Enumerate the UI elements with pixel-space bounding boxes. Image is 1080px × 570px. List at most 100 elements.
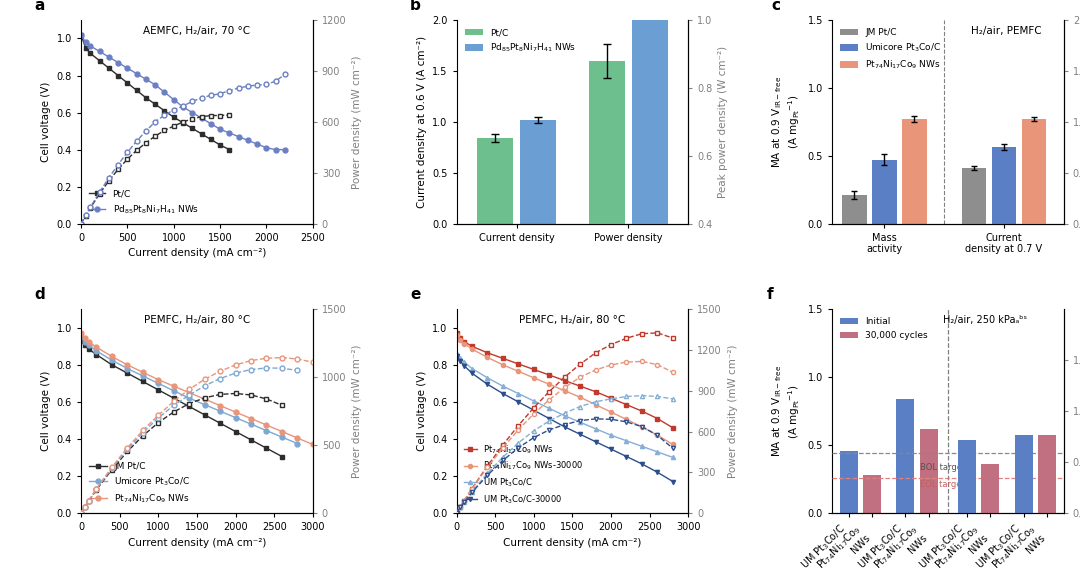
Bar <box>1038 434 1056 513</box>
Pt$_{74}$Ni$_{17}$Co$_9$ NWs <box>620 401 633 408</box>
Pd$_{85}$Pt$_8$Ni$_7$H$_{41}$ NWs <box>242 137 255 144</box>
Line: Pt$_{74}$Ni$_{17}$Co$_9$ NWs-30000: Pt$_{74}$Ni$_{17}$Co$_9$ NWs-30000 <box>455 333 675 446</box>
Legend: Initial, 30,000 cycles: Initial, 30,000 cycles <box>837 314 932 344</box>
UM Pt$_3$Co/C-30000 <box>458 363 471 369</box>
Bar <box>632 0 667 360</box>
Pt$_{74}$Ni$_{17}$Co$_9$ NWs <box>458 338 471 345</box>
Bar <box>839 450 858 513</box>
Pt/C <box>222 146 235 153</box>
Text: AEMFC, H₂/air, 70 °C: AEMFC, H₂/air, 70 °C <box>144 26 251 36</box>
Bar <box>1014 434 1032 513</box>
UM Pt$_3$Co/C <box>527 397 540 404</box>
Pt$_{74}$Ni$_{17}$Co$_9$ NWs-30000 <box>527 374 540 381</box>
Legend: JM Pt/C, Umicore Pt$_3$Co/C, Pt$_{74}$Ni$_{17}$Co$_9$ NWs: JM Pt/C, Umicore Pt$_3$Co/C, Pt$_{74}$Ni… <box>837 25 945 75</box>
Pt$_{74}$Ni$_{17}$Co$_9$ NWs-30000 <box>666 441 679 448</box>
Pd$_{85}$Pt$_8$Ni$_7$H$_{41}$ NWs <box>204 120 217 127</box>
Pd$_{85}$Pt$_8$Ni$_7$H$_{41}$ NWs <box>214 126 227 133</box>
Pt$_{74}$Ni$_{17}$Co$_9$ NWs-30000 <box>651 432 664 439</box>
UM Pt$_3$Co/C-30000 <box>605 446 618 453</box>
Text: H₂/air, PEMFC: H₂/air, PEMFC <box>971 26 1042 36</box>
Pd$_{85}$Pt$_8$Ni$_7$H$_{41}$ NWs <box>260 144 273 151</box>
Pt$_{74}$Ni$_{17}$Co$_9$ NWs <box>558 377 571 384</box>
Y-axis label: Peak power density (W cm⁻²): Peak power density (W cm⁻²) <box>718 46 728 198</box>
UM Pt$_3$Co/C-30000 <box>481 381 494 388</box>
UM Pt$_3$Co/C <box>497 382 510 389</box>
Pt$_{74}$Ni$_{17}$Co$_9$ NWs-30000 <box>481 354 494 361</box>
Pt$_{74}$Ni$_{17}$Co$_9$ NWs <box>666 425 679 431</box>
Legend: Pt/C, Pd$_{85}$Pt$_8$Ni$_7$H$_{41}$ NWs: Pt/C, Pd$_{85}$Pt$_8$Ni$_7$H$_{41}$ NWs <box>85 186 202 219</box>
Pt$_{74}$Ni$_{17}$Co$_9$ NWs <box>454 335 467 341</box>
Pt$_{74}$Ni$_{17}$Co$_9$ NWs-30000 <box>454 336 467 343</box>
X-axis label: Current density (mA cm⁻²): Current density (mA cm⁻²) <box>503 538 642 548</box>
Bar <box>991 147 1016 223</box>
Pd$_{85}$Pt$_8$Ni$_7$H$_{41}$ NWs <box>84 42 97 49</box>
Pt$_{74}$Ni$_{17}$Co$_9$ NWs-30000 <box>497 361 510 368</box>
Pt/C <box>204 136 217 143</box>
UM Pt$_3$Co/C-30000 <box>497 390 510 397</box>
Pt$_{74}$Ni$_{17}$Co$_9$ NWs <box>573 382 586 389</box>
Line: UM Pt$_3$Co/C-30000: UM Pt$_3$Co/C-30000 <box>455 353 675 483</box>
Pd$_{85}$Pt$_8$Ni$_7$H$_{41}$ NWs <box>121 64 134 71</box>
UM Pt$_3$Co/C <box>635 443 648 450</box>
UM Pt$_3$Co/C <box>450 351 463 357</box>
Pd$_{85}$Pt$_8$Ni$_7$H$_{41}$ NWs <box>186 109 199 116</box>
Pd$_{85}$Pt$_8$Ni$_7$H$_{41}$ NWs <box>158 89 171 96</box>
UM Pt$_3$Co/C-30000 <box>666 478 679 485</box>
Pt$_{74}$Ni$_{17}$Co$_9$ NWs-30000 <box>620 416 633 423</box>
Pt/C <box>139 94 152 101</box>
Pt$_{74}$Ni$_{17}$Co$_9$ NWs-30000 <box>589 401 602 408</box>
Bar <box>896 399 915 513</box>
UM Pt$_3$Co/C <box>620 437 633 444</box>
Pt$_{74}$Ni$_{17}$Co$_9$ NWs-30000 <box>512 368 525 374</box>
UM Pt$_3$Co/C-30000 <box>635 461 648 467</box>
Pt/C <box>103 64 116 71</box>
Y-axis label: MA at 0.9 V$_\mathrm{IR-free}$
(A mg$_\mathrm{Pt}$$^{-1}$): MA at 0.9 V$_\mathrm{IR-free}$ (A mg$_\m… <box>770 365 802 457</box>
Pt/C <box>167 114 180 121</box>
Bar <box>958 439 976 513</box>
UM Pt$_3$Co/C <box>651 449 664 455</box>
Pt$_{74}$Ni$_{17}$Co$_9$ NWs <box>605 395 618 402</box>
UM Pt$_3$Co/C <box>605 432 618 439</box>
Pt$_{74}$Ni$_{17}$Co$_9$ NWs-30000 <box>635 424 648 430</box>
Pd$_{85}$Pt$_8$Ni$_7$H$_{41}$ NWs <box>176 104 189 111</box>
UM Pt$_3$Co/C-30000 <box>620 453 633 460</box>
Text: f: f <box>767 287 773 302</box>
Text: H₂/air, 250 kPaₐᵇˢ: H₂/air, 250 kPaₐᵇˢ <box>943 315 1027 325</box>
Legend: Pt/C, Pd$_{85}$Pt$_8$Ni$_7$H$_{41}$ NWs: Pt/C, Pd$_{85}$Pt$_8$Ni$_7$H$_{41}$ NWs <box>461 25 580 58</box>
Pt$_{74}$Ni$_{17}$Co$_9$ NWs <box>589 388 602 395</box>
Pd$_{85}$Pt$_8$Ni$_7$H$_{41}$ NWs <box>75 31 87 38</box>
X-axis label: Current density (mA cm⁻²): Current density (mA cm⁻²) <box>127 249 266 258</box>
Pt$_{74}$Ni$_{17}$Co$_9$ NWs-30000 <box>458 340 471 347</box>
Pd$_{85}$Pt$_8$Ni$_7$H$_{41}$ NWs <box>93 48 106 55</box>
Pd$_{85}$Pt$_8$Ni$_7$H$_{41}$ NWs <box>232 133 245 140</box>
Pt$_{74}$Ni$_{17}$Co$_9$ NWs-30000 <box>558 388 571 394</box>
Pt/C <box>176 119 189 126</box>
Bar <box>982 464 999 513</box>
Pd$_{85}$Pt$_8$Ni$_7$H$_{41}$ NWs <box>222 129 235 136</box>
Bar <box>842 195 867 223</box>
Pt/C <box>84 50 97 56</box>
Pt$_{74}$Ni$_{17}$Co$_9$ NWs <box>481 349 494 356</box>
Y-axis label: Power density (mW cm⁻²): Power density (mW cm⁻²) <box>352 344 362 478</box>
UM Pt$_3$Co/C-30000 <box>589 438 602 445</box>
Pt$_{74}$Ni$_{17}$Co$_9$ NWs <box>651 415 664 422</box>
Pt$_{74}$Ni$_{17}$Co$_9$ NWs-30000 <box>605 409 618 416</box>
Pt$_{74}$Ni$_{17}$Co$_9$ NWs-30000 <box>465 345 478 352</box>
UM Pt$_3$Co/C <box>573 419 586 426</box>
Y-axis label: Power density (mW cm⁻²): Power density (mW cm⁻²) <box>352 55 362 189</box>
Pt/C <box>121 79 134 86</box>
Text: d: d <box>35 287 45 302</box>
Pd$_{85}$Pt$_8$Ni$_7$H$_{41}$ NWs <box>131 70 144 77</box>
Text: PEMFC, H₂/air, 80 °C: PEMFC, H₂/air, 80 °C <box>519 315 625 325</box>
Pt/C <box>214 141 227 148</box>
Bar <box>902 119 927 223</box>
Bar <box>477 138 513 223</box>
Bar <box>872 160 896 223</box>
Y-axis label: MA at 0.9 V$_\mathrm{IR-free}$
(A mg$_\mathrm{Pt}$$^{-1}$): MA at 0.9 V$_\mathrm{IR-free}$ (A mg$_\m… <box>770 76 802 168</box>
UM Pt$_3$Co/C-30000 <box>543 415 556 422</box>
Pt$_{74}$Ni$_{17}$Co$_9$ NWs <box>450 330 463 337</box>
UM Pt$_3$Co/C-30000 <box>450 352 463 359</box>
Y-axis label: Power density (mW cm⁻²): Power density (mW cm⁻²) <box>728 344 738 478</box>
UM Pt$_3$Co/C <box>558 412 571 419</box>
UM Pt$_3$Co/C <box>543 405 556 412</box>
